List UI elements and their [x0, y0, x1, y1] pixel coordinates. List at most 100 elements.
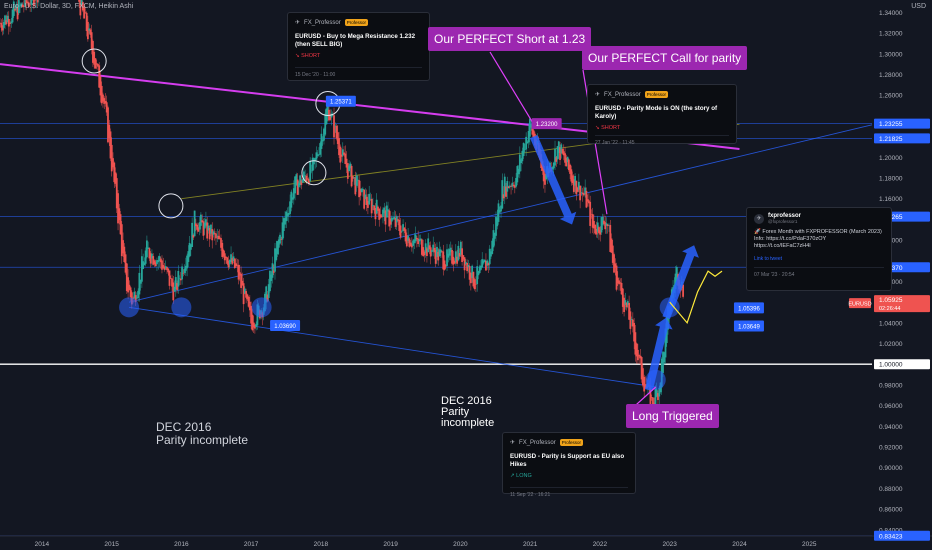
candle-body [310, 170, 313, 172]
candle-body [104, 100, 107, 104]
candle-body [513, 185, 516, 188]
candle-body [133, 291, 136, 299]
candle-body [163, 266, 166, 270]
candle-body [191, 222, 194, 248]
professor-badge: Professor [344, 19, 368, 26]
candle-body [471, 265, 474, 279]
idea-card-long-2022[interactable]: ✈ FX_Professor Professor EURUSD - Parity… [502, 432, 636, 498]
y-tick-label: 0.92000 [879, 445, 903, 452]
candle-body [502, 194, 505, 199]
candle-body [154, 262, 157, 267]
candle-body [454, 251, 457, 263]
professor-badge: Professor [644, 91, 668, 98]
axis-price-badge [874, 118, 930, 129]
candle-body [638, 355, 641, 357]
candle-body [305, 175, 308, 182]
candle-body [409, 242, 412, 247]
candle-body [275, 248, 278, 260]
candle-body [431, 250, 433, 252]
candle-body [171, 278, 173, 287]
y-tick-label: 1.26000 [879, 93, 903, 100]
candle-body [426, 248, 428, 257]
candle-body [385, 205, 388, 218]
candle-body [92, 40, 94, 63]
x-tick-label: 2025 [802, 541, 817, 548]
idea-direction: ↗ LONG [510, 473, 532, 479]
candle-body [12, 1, 15, 16]
candle-body [331, 115, 334, 116]
candle-body [208, 228, 211, 240]
idea-card-parity-2022[interactable]: ✈ FX_Professor Professor EURUSD - Parity… [587, 84, 737, 146]
candle-body [89, 29, 92, 35]
candle-body [201, 220, 204, 223]
candle-body [662, 351, 664, 374]
candle-body [272, 270, 275, 273]
candle-body [423, 251, 426, 256]
candle-body [339, 146, 342, 163]
x-tick-label: 2023 [662, 541, 677, 548]
y-tick-label: 0.94000 [879, 424, 903, 431]
candle-body [108, 124, 111, 139]
candle-body [621, 288, 624, 307]
candle-body [346, 163, 349, 179]
idea-direction: ↘ SHORT [295, 53, 321, 59]
candle-body [226, 257, 229, 264]
candle-body [520, 159, 523, 164]
candle-body [162, 265, 165, 268]
candle-body [252, 322, 255, 328]
candle-body [168, 270, 171, 286]
price-label-badge [270, 320, 301, 332]
y-tick-label: 1.18000 [879, 175, 903, 182]
candle-body [79, 0, 82, 16]
tradingview-icon: ✈ [295, 20, 301, 26]
candle-body [114, 172, 117, 184]
candle-body [16, 7, 19, 20]
candle-body [559, 147, 561, 160]
resistance-circle [301, 160, 327, 186]
candle-body [318, 154, 320, 156]
arrow-shape [644, 317, 673, 392]
candle-body [211, 229, 214, 241]
candle-body [571, 175, 574, 184]
candle-body [119, 214, 122, 235]
candle-body [291, 197, 294, 200]
professor-badge: Professor [559, 439, 583, 446]
candle-body [413, 239, 416, 244]
candle-body [345, 158, 348, 168]
candle-body [182, 272, 185, 274]
candle-body [110, 144, 113, 172]
support-bubble [251, 297, 272, 318]
candle-body [447, 253, 450, 258]
candle-body [95, 63, 98, 65]
candle-body [151, 253, 153, 259]
candle-body [316, 154, 319, 157]
candle-body [388, 210, 391, 227]
y-tick-label: 0.96000 [879, 403, 903, 410]
candle-body [296, 179, 299, 195]
candle-body [218, 237, 221, 239]
candle-body [194, 223, 197, 227]
candle-body [266, 294, 269, 302]
candle-body [664, 328, 667, 358]
candle-body [254, 324, 256, 329]
y-tick-label: 0.86000 [879, 507, 903, 514]
candle-body [644, 384, 647, 388]
candle-body [265, 286, 268, 303]
support-bubble [171, 297, 192, 318]
candle-body [123, 246, 126, 262]
candle-body [231, 258, 234, 264]
idea-card-short-2020[interactable]: ✈ FX_Professor Professor EURUSD - Buy to… [287, 12, 430, 81]
candle-body [398, 219, 401, 231]
candle-body [294, 176, 296, 194]
tweet-card[interactable]: ✈ fxprofessor @fxprofessor1 🚀 Forex Mont… [746, 207, 892, 291]
candle-body [85, 12, 88, 31]
candle-body [427, 238, 430, 253]
candle-body [166, 267, 168, 271]
idea-title: EURUSD - Parity Mode is ON (the story of… [595, 105, 718, 120]
tweet-link[interactable]: Link to tweet [754, 256, 783, 262]
note-dec2016-left: DEC 2016 Parity incomplete [156, 421, 248, 447]
candle-body [408, 238, 411, 247]
candle-body [323, 128, 325, 141]
candle-body [633, 323, 636, 342]
candle-body [434, 250, 437, 264]
